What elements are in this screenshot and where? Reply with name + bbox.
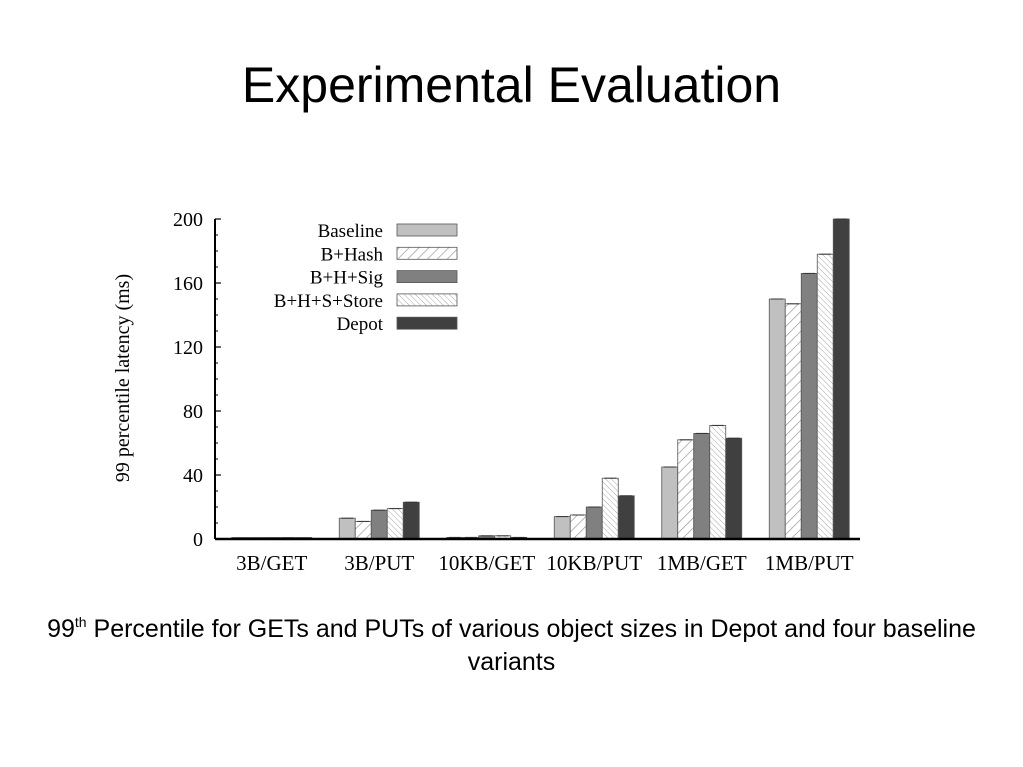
- bar-b-h-s-store-1mb-put: [816, 253, 834, 540]
- legend-swatch: [396, 246, 458, 260]
- slide-caption: 99th Percentile for GETs and PUTs of var…: [20, 613, 1003, 679]
- legend-swatch: [396, 293, 458, 307]
- y-tick-label: 200: [173, 209, 203, 231]
- legend-label: B+H+Sig: [310, 268, 384, 289]
- bar-b-hash-1mb-get: [677, 439, 695, 540]
- bar-baseline-1mb-put: [768, 298, 786, 540]
- y-tick-label: 40: [183, 465, 203, 487]
- bar-b-hash-10kb-put: [569, 514, 587, 540]
- slide-title: Experimental Evaluation: [241, 57, 782, 113]
- legend-label: Baseline: [318, 221, 383, 242]
- bar-baseline-10kb-put: [553, 516, 571, 540]
- y-axis-label: 99 percentile latency (ms): [112, 274, 134, 482]
- legend-label: Depot: [337, 314, 384, 335]
- bar-depot-1mb-put: [832, 218, 850, 540]
- legend-swatch: [396, 316, 458, 330]
- y-tick-label: 80: [183, 401, 203, 423]
- x-tick-label: 10KB/PUT: [546, 551, 642, 575]
- bar-baseline-3b-put: [338, 517, 356, 540]
- y-axis-ticks: 0 40 80 120 160 200: [173, 209, 221, 551]
- legend-swatch: [396, 270, 458, 283]
- x-tick-label: 3B/GET: [236, 551, 307, 575]
- bar-b-h-sig-1mb-get: [693, 432, 711, 540]
- caption-number: 99: [47, 615, 75, 643]
- bar-b-h-sig-10kb-put: [585, 506, 603, 540]
- bar-baseline-1mb-get: [661, 466, 679, 540]
- x-axis-labels: 3B/GET 3B/PUT 10KB/GET 10KB/PUT 1MB/GET 1MB/P…: [236, 551, 854, 575]
- legend-label: B+Hash: [321, 244, 384, 265]
- bars: [231, 218, 850, 540]
- y-tick-label: 0: [193, 529, 203, 551]
- x-tick-label: 1MB/PUT: [765, 551, 854, 575]
- bar-b-hash-3b-put: [354, 520, 372, 540]
- axes: [214, 219, 860, 541]
- bar-b-h-s-store-10kb-put: [601, 477, 619, 540]
- legend-swatch: [396, 223, 458, 237]
- bar-b-h-sig-1mb-put: [800, 273, 818, 540]
- caption-text: Percentile for GETs and PUTs of various …: [86, 615, 976, 676]
- latency-bar-chart: 99 percentile latency (ms) 0 40 80 120 160 20…: [95, 195, 875, 585]
- x-tick-label: 1MB/GET: [657, 551, 747, 575]
- x-tick-label: 10KB/GET: [438, 551, 535, 575]
- legend-label: B+H+S+Store: [274, 291, 383, 312]
- x-tick-label: 3B/PUT: [344, 551, 414, 575]
- chart-svg: 99 percentile latency (ms) 0 40 80 120 160 20…: [112, 209, 860, 575]
- bar-depot-3b-put: [402, 501, 420, 540]
- bar-b-h-sig-3b-put: [370, 509, 388, 540]
- bar-b-h-s-store-1mb-get: [709, 424, 727, 540]
- bar-depot-10kb-put: [617, 495, 635, 540]
- bar-b-hash-1mb-put: [784, 303, 802, 540]
- bar-depot-1mb-get: [725, 437, 743, 540]
- caption-superscript: th: [74, 614, 87, 630]
- bar-b-h-s-store-3b-put: [386, 508, 404, 540]
- y-tick-label: 160: [173, 273, 203, 295]
- y-tick-label: 120: [173, 337, 203, 359]
